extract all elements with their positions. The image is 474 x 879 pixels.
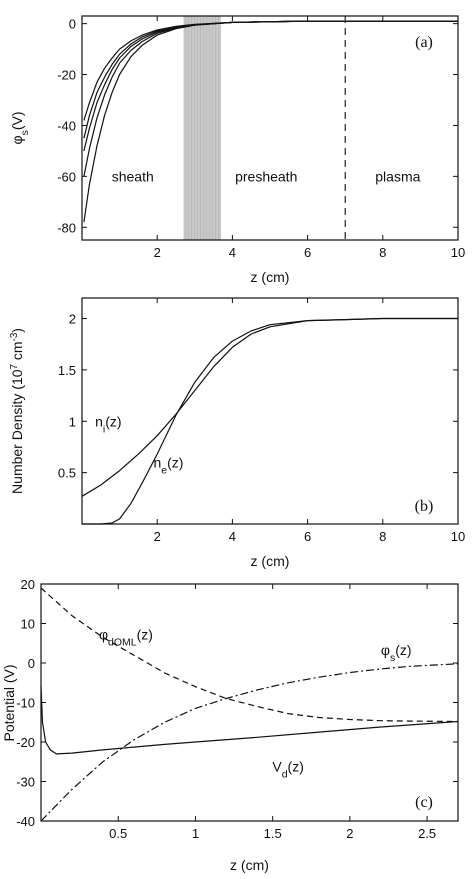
- x-tick-label: 1: [192, 826, 199, 841]
- text-span: (z): [395, 642, 411, 658]
- y-tick-label: 1: [69, 414, 76, 429]
- y-tick-label: -40: [57, 118, 76, 133]
- y-tick-label: 0.5: [58, 466, 76, 481]
- series-label: φdOML(z): [99, 626, 153, 648]
- x-tick-label: 2.5: [418, 826, 436, 841]
- series-line-3: [83, 20, 458, 152]
- series-line-domlz: [40, 587, 459, 723]
- series-line-1: [83, 20, 458, 223]
- y-tick-label: -40: [16, 814, 35, 829]
- plot-frame: [81, 15, 459, 241]
- text-span: -3: [9, 332, 20, 341]
- text-span: n: [153, 455, 161, 471]
- text-span: (V): [9, 112, 25, 131]
- series-line-nez: [82, 317, 458, 525]
- x-tick-label: 6: [304, 245, 311, 260]
- text-span: d: [282, 769, 288, 781]
- x-axis-label: z (cm): [251, 269, 290, 285]
- y-tick-label: 1.5: [58, 363, 76, 378]
- text-span: 7: [9, 364, 20, 369]
- series-line-4: [83, 20, 458, 139]
- x-tick-label: 1.5: [264, 826, 282, 841]
- text-span: (z): [288, 759, 304, 775]
- x-tick-label: 4: [229, 529, 236, 544]
- x-tick-label: 4: [229, 245, 236, 260]
- y-tick-label: -20: [57, 68, 76, 83]
- text-span: φ: [381, 642, 390, 658]
- series-label: φs(z): [381, 642, 412, 664]
- chart-panel-c: 0.5 1 1.5 2 2.520100-10-20-30-40φdOML(z)φs(z…: [1, 577, 459, 873]
- x-axis-label: z (cm): [230, 857, 269, 873]
- text-span: n: [95, 413, 103, 429]
- text-span: V: [272, 759, 282, 775]
- x-tick-label: 2: [154, 529, 161, 544]
- x-tick-label: 10: [451, 529, 465, 544]
- series-line-vdz: [40, 686, 459, 755]
- series-label: Vd(z): [272, 759, 304, 781]
- y-tick-label: -60: [57, 169, 76, 184]
- text-span: φ: [99, 626, 108, 642]
- text-span: s: [19, 130, 31, 135]
- series-label: ne(z): [153, 455, 183, 477]
- panel-label: (a): [415, 34, 433, 51]
- text-span: φ: [9, 135, 25, 144]
- x-tick-label: 6: [304, 529, 311, 544]
- text-span: i: [103, 423, 105, 435]
- region-label-sheath: sheath: [112, 168, 154, 184]
- text-span: (z): [137, 626, 153, 642]
- text-span: e: [161, 465, 167, 477]
- x-tick-label: 0.5: [109, 826, 127, 841]
- shaded-region: [183, 16, 222, 240]
- plot-frame: [40, 583, 459, 822]
- text-span: ): [9, 328, 25, 333]
- y-tick-label: -80: [57, 220, 76, 235]
- panel-label: (b): [415, 498, 434, 515]
- series-line-5: [83, 20, 458, 121]
- x-tick-label: 8: [379, 245, 386, 260]
- panel-label: (c): [415, 794, 433, 811]
- text-span: (z): [167, 455, 183, 471]
- y-axis-label: φs(V): [9, 112, 31, 145]
- text-span: cm: [9, 341, 25, 364]
- series-line-niz: [81, 317, 458, 497]
- y-tick-label: 10: [21, 617, 35, 632]
- series-label: ni(z): [95, 413, 121, 435]
- text-span: dOML: [108, 636, 137, 648]
- text-span: (z): [105, 413, 121, 429]
- x-tick-label: 2: [154, 245, 161, 260]
- region-label-plasma: plasma: [375, 168, 420, 184]
- y-tick-label: 0: [28, 656, 35, 671]
- x-tick-label: 10: [451, 245, 465, 260]
- y-axis-label: Potential (V): [1, 664, 17, 741]
- x-tick-label: 8: [379, 529, 386, 544]
- series-line-sz: [40, 663, 459, 822]
- y-tick-label: -30: [16, 775, 35, 790]
- y-axis-label: Number Density (107 cm-3): [9, 328, 26, 494]
- plot-frame: [81, 297, 459, 525]
- series-line-2: [83, 20, 458, 177]
- text-span: s: [390, 652, 395, 664]
- text-span: Potential (V): [1, 664, 17, 741]
- y-tick-label: -10: [16, 696, 35, 711]
- x-tick-label: 2: [346, 826, 353, 841]
- text-span: Number Density (10: [9, 369, 25, 494]
- y-tick-label: 0: [69, 17, 76, 32]
- y-tick-label: -20: [16, 735, 35, 750]
- x-axis-label: z (cm): [251, 553, 290, 569]
- y-tick-label: 20: [21, 577, 35, 592]
- chart-panel-a: 2 4 6 8 10 0 -20 -40 -60 -80 sheath presheath plasma…: [9, 15, 465, 285]
- region-label-presheath: presheath: [235, 168, 297, 184]
- y-tick-label: 2: [69, 312, 76, 327]
